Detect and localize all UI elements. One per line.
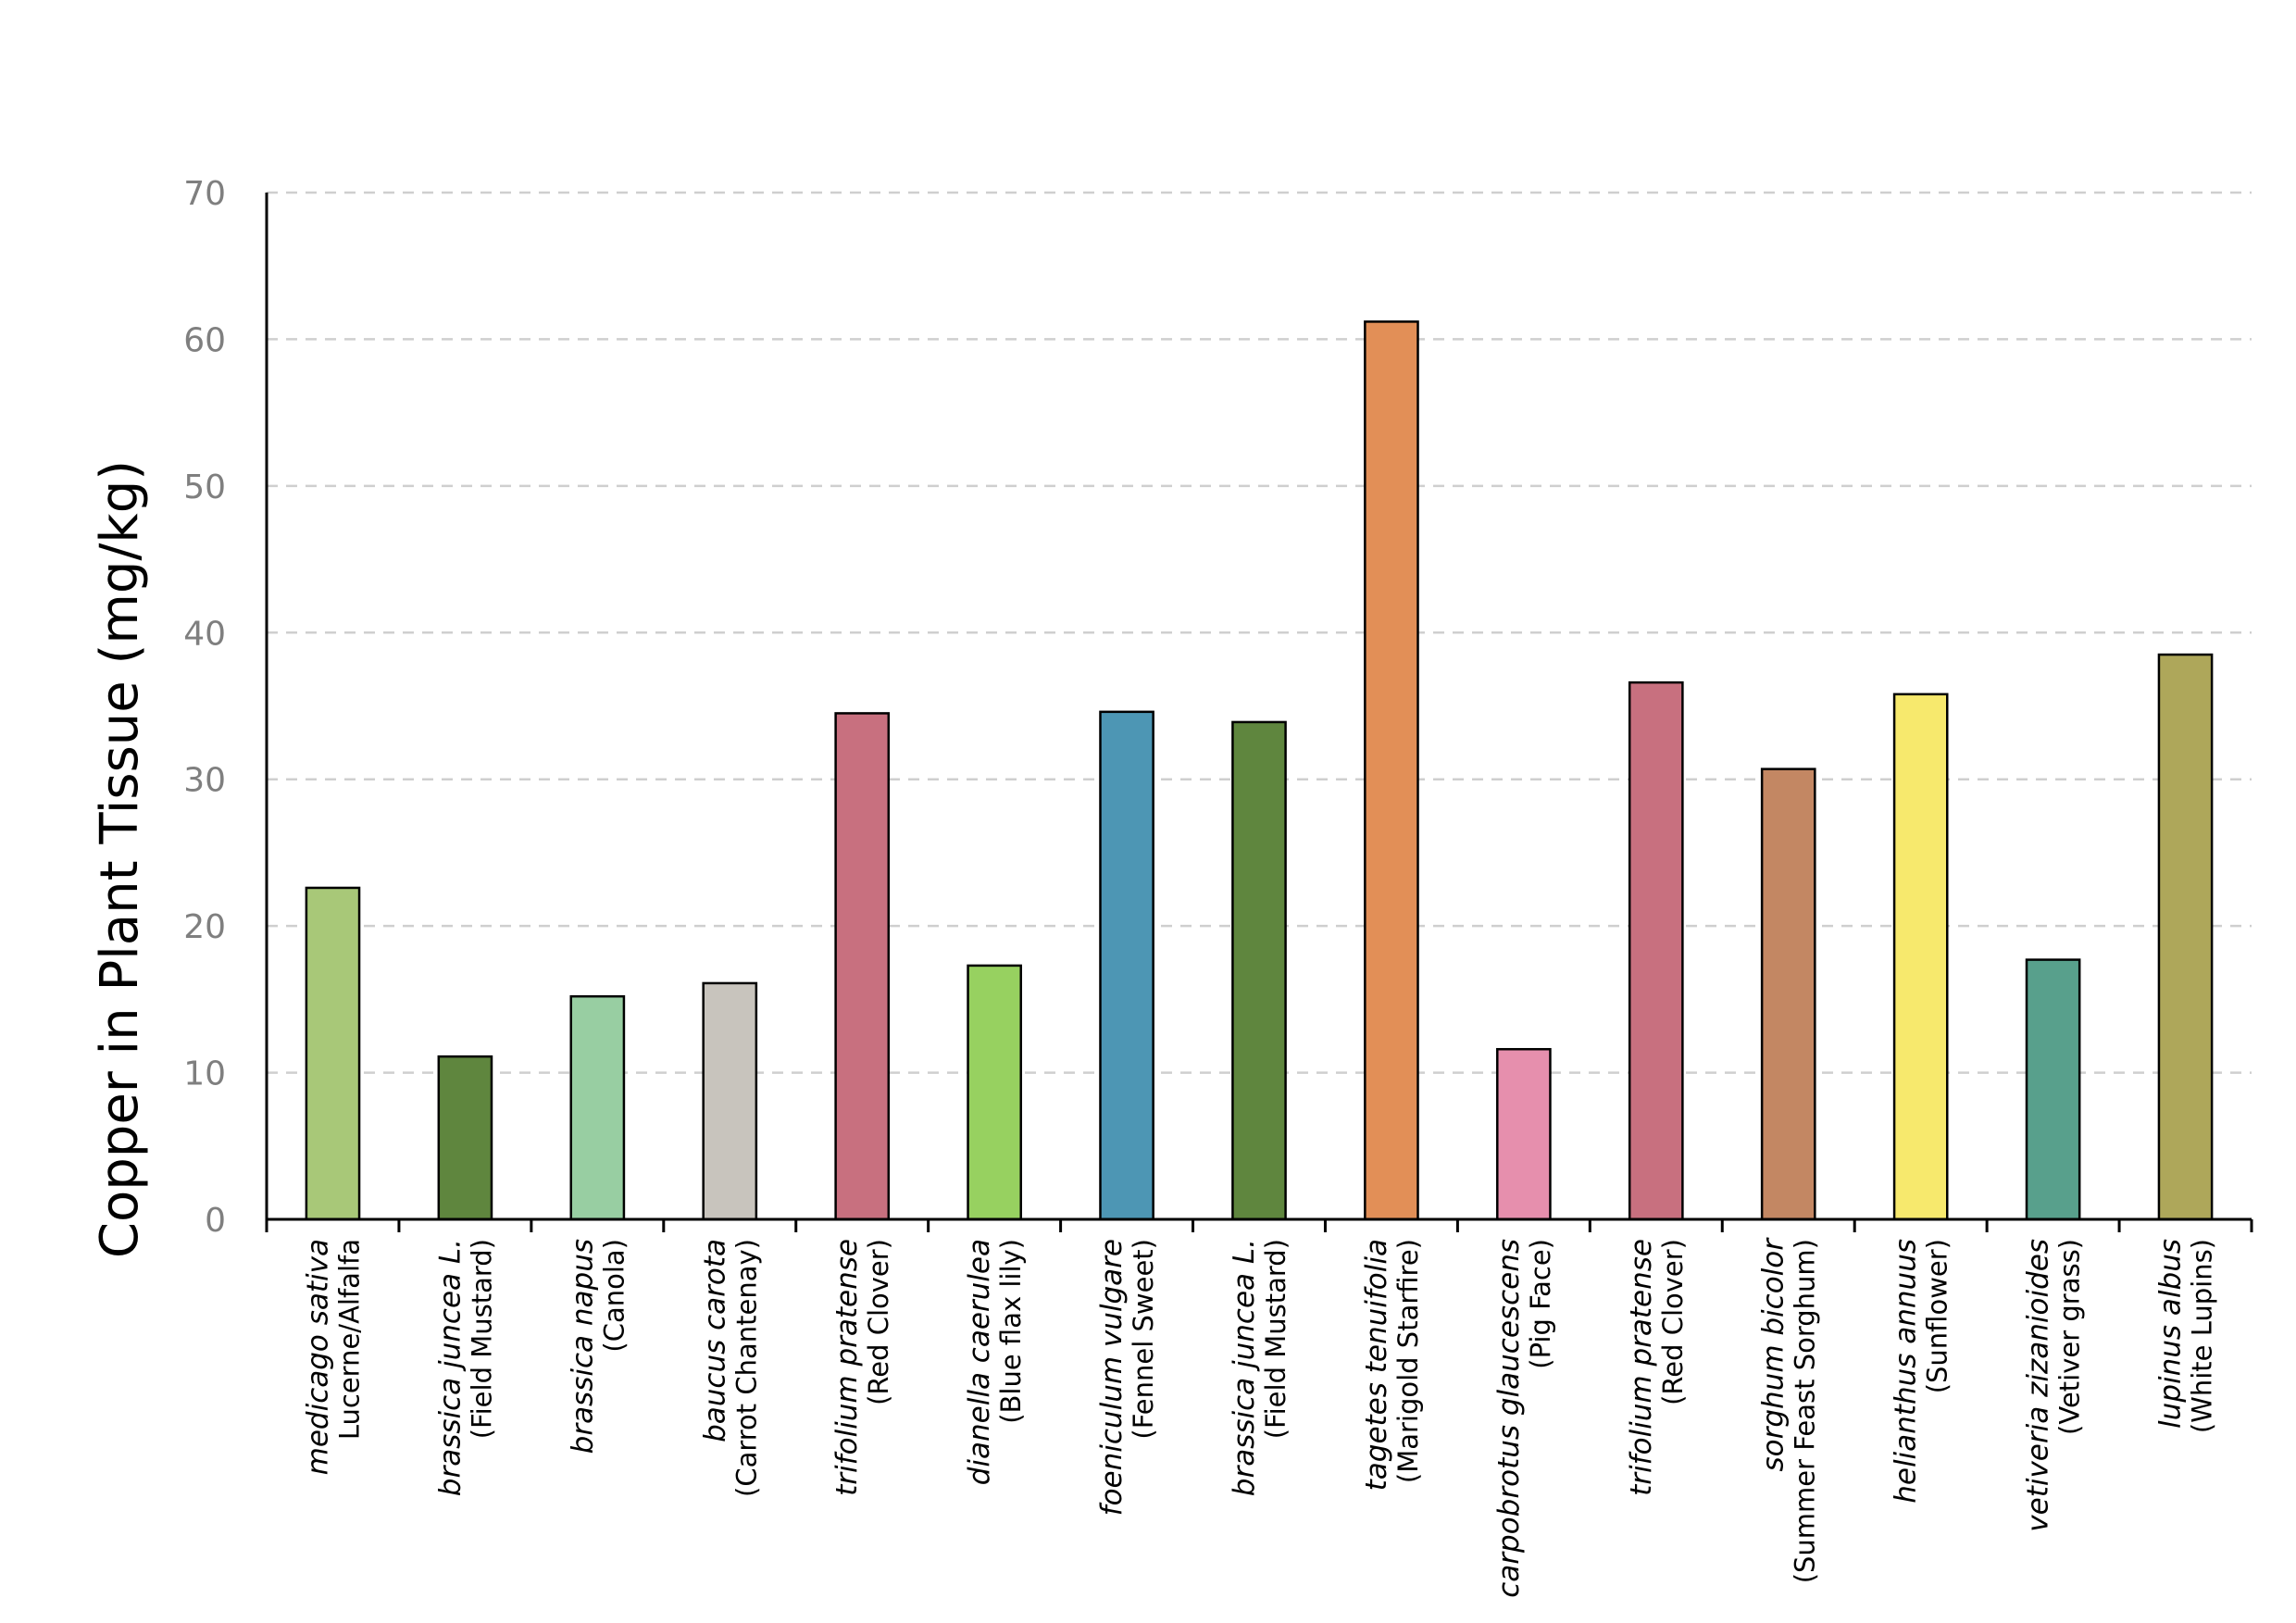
- bar: [967, 964, 1022, 1221]
- y-tick-label: 40: [183, 615, 226, 653]
- axes: [265, 193, 2253, 1232]
- x-category-label: baucus carota (Carrot Chantenay): [698, 1239, 762, 1497]
- bar: [702, 981, 758, 1221]
- bars: [305, 320, 2214, 1221]
- x-label-common: (Red Clover): [1657, 1239, 1689, 1405]
- y-axis-title: Copper in Plant Tissue (mg/kg): [90, 460, 150, 1258]
- bar: [1628, 680, 1684, 1221]
- x-category-label: lupinus albus (White Lupins): [2154, 1239, 2218, 1433]
- x-label-scientific: brassica napus: [566, 1239, 599, 1454]
- x-label-scientific: baucus carota: [698, 1239, 731, 1442]
- x-label-scientific: sorghum bicolor: [1757, 1237, 1791, 1472]
- x-label-common: (Blue flax lily): [995, 1239, 1027, 1424]
- x-label-scientific: brassica juncea L.: [1228, 1239, 1261, 1496]
- x-label-scientific: lupinus albus: [2154, 1239, 2188, 1429]
- x-label-scientific: medicago sativa: [301, 1239, 334, 1475]
- y-tick-label: 70: [183, 175, 226, 213]
- y-tick-labels: 0 10 20 30 40 50 60 70: [183, 175, 226, 1240]
- y-tick-label: 60: [183, 321, 226, 359]
- x-label-common: (Sunflower): [1922, 1239, 1953, 1393]
- x-label-scientific: vetiveria zizanioides: [2022, 1239, 2055, 1532]
- x-category-label: trifolium pratense (Red Clover): [1625, 1239, 1689, 1496]
- x-label-common: (Marigold Starfire): [1392, 1239, 1424, 1483]
- x-label-scientific: brassica juncea L.: [433, 1239, 467, 1496]
- bar: [437, 1055, 493, 1221]
- x-label-scientific: foeniculum vulgare: [1095, 1239, 1129, 1516]
- x-label-common: (White Lupins): [2187, 1239, 2218, 1433]
- y-tick-label: 30: [183, 762, 226, 800]
- x-label-scientific: helianthus annuus: [1890, 1239, 1923, 1504]
- x-label-scientific: dianella caerulea: [963, 1239, 996, 1485]
- x-label-scientific: trifolium pratense: [1625, 1239, 1658, 1496]
- x-label-scientific: carpobrotus glaucescens: [1492, 1239, 1526, 1598]
- x-category-label: medicago sativa Lucerne/Alfalfa: [301, 1239, 365, 1475]
- y-tick-label: 10: [183, 1055, 226, 1093]
- y-tick-label: 50: [183, 468, 226, 506]
- bar: [1760, 768, 1816, 1221]
- x-label-common: (Pig Face): [1525, 1239, 1556, 1369]
- x-label-common: (Summer Feast Sorghum): [1790, 1239, 1821, 1583]
- x-label-common: (Field Mustard): [1260, 1239, 1292, 1439]
- bar: [2157, 653, 2214, 1221]
- bar: [1099, 710, 1154, 1221]
- x-label-common: (Carrot Chantenay): [730, 1239, 762, 1497]
- x-category-label: carpobrotus glaucescens (Pig Face): [1492, 1239, 1556, 1598]
- bar: [1496, 1047, 1552, 1221]
- x-category-label: vetiveria zizanioides (Vetiver grass): [2022, 1239, 2086, 1532]
- bar: [1231, 720, 1287, 1221]
- bar: [1364, 320, 1419, 1221]
- x-label-common: (Vetiver grass): [2054, 1239, 2086, 1435]
- x-category-label: trifolium pratense (Red Clover): [830, 1239, 894, 1496]
- x-label-common: (Field Mustard): [466, 1239, 497, 1439]
- x-label-common: Lucerne/Alfalfa: [333, 1239, 365, 1440]
- bar: [305, 886, 361, 1221]
- bar: [2025, 958, 2081, 1221]
- x-label-common: (Canola): [598, 1239, 630, 1353]
- y-tick-label: 0: [205, 1202, 226, 1240]
- bar: [1892, 693, 1949, 1221]
- x-label-scientific: trifolium pratense: [830, 1239, 864, 1496]
- x-category-label: brassica napus (Canola): [566, 1239, 630, 1454]
- x-category-label: sorghum bicolor (Summer Feast Sorghum): [1757, 1237, 1821, 1584]
- x-category-labels: medicago sativa Lucerne/Alfalfa brassica j…: [301, 1237, 2217, 1598]
- x-category-label: brassica juncea L. (Field Mustard): [433, 1239, 497, 1496]
- bar: [569, 994, 626, 1221]
- x-category-label: tagetes tenuifolia (Marigold Starfire): [1360, 1239, 1424, 1491]
- x-label-common: (Red Clover): [863, 1239, 894, 1405]
- x-category-label: brassica juncea L. (Field Mustard): [1228, 1239, 1292, 1496]
- x-category-label: foeniculum vulgare (Fennel Sweet): [1095, 1239, 1159, 1516]
- x-label-common: (Fennel Sweet): [1128, 1239, 1159, 1440]
- y-tick-label: 20: [183, 908, 226, 946]
- bar: [834, 712, 891, 1221]
- x-category-label: dianella caerulea (Blue flax lily): [963, 1239, 1027, 1485]
- x-label-scientific: tagetes tenuifolia: [1360, 1239, 1393, 1491]
- x-category-label: helianthus annuus (Sunflower): [1890, 1239, 1953, 1504]
